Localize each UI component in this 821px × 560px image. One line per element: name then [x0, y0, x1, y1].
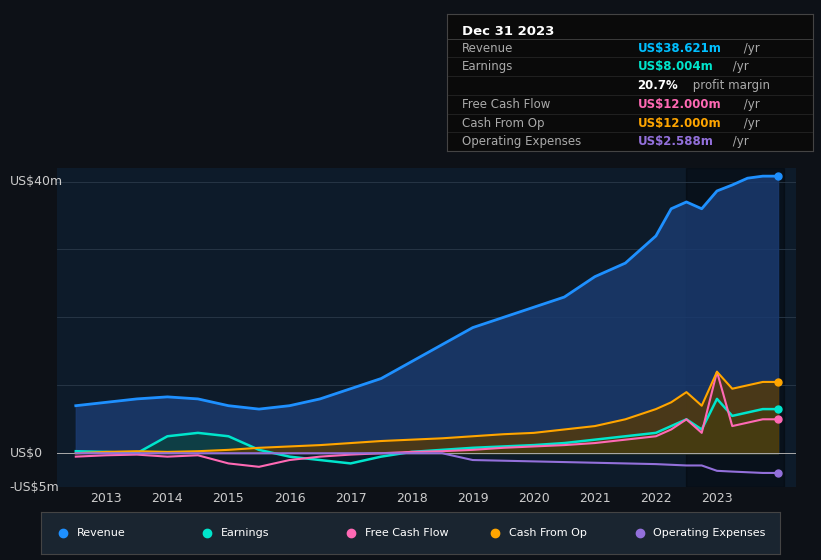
Text: US$38.621m: US$38.621m: [637, 41, 722, 54]
Text: US$8.004m: US$8.004m: [637, 60, 713, 73]
Text: Revenue: Revenue: [76, 529, 126, 538]
Text: /yr: /yr: [740, 116, 759, 129]
Text: Free Cash Flow: Free Cash Flow: [462, 98, 550, 111]
Text: Operating Expenses: Operating Expenses: [462, 136, 581, 148]
Text: /yr: /yr: [730, 136, 750, 148]
Text: Operating Expenses: Operating Expenses: [653, 529, 765, 538]
Text: /yr: /yr: [740, 41, 759, 54]
Text: US$12.000m: US$12.000m: [637, 116, 721, 129]
Text: Dec 31 2023: Dec 31 2023: [462, 25, 554, 38]
Text: US$0: US$0: [10, 447, 43, 460]
Text: Cash From Op: Cash From Op: [462, 116, 544, 129]
Text: Earnings: Earnings: [462, 60, 513, 73]
Text: Earnings: Earnings: [221, 529, 269, 538]
Text: Revenue: Revenue: [462, 41, 513, 54]
Text: profit margin: profit margin: [689, 79, 769, 92]
Text: Free Cash Flow: Free Cash Flow: [365, 529, 448, 538]
Text: US$12.000m: US$12.000m: [637, 98, 721, 111]
Text: US$40m: US$40m: [10, 175, 62, 188]
Text: -US$5m: -US$5m: [10, 480, 59, 494]
Text: Cash From Op: Cash From Op: [509, 529, 587, 538]
Text: /yr: /yr: [730, 60, 750, 73]
Text: US$2.588m: US$2.588m: [637, 136, 713, 148]
Text: 20.7%: 20.7%: [637, 79, 678, 92]
Bar: [686, 168, 784, 487]
Text: /yr: /yr: [740, 98, 759, 111]
